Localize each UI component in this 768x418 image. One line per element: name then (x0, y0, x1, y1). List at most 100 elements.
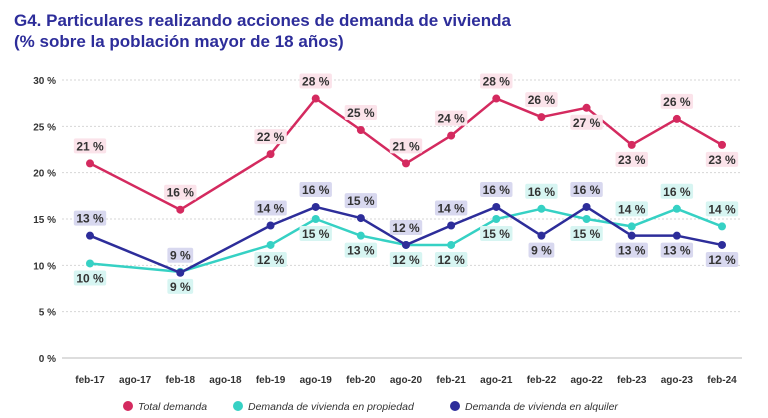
data-point-propiedad (266, 240, 275, 249)
data-label-text: 14 % (257, 201, 285, 215)
data-label-bg (254, 200, 287, 216)
data-point-alquiler (627, 231, 636, 240)
x-tick-label: feb-20 (346, 375, 376, 386)
legend-item-alquiler: Demanda de vivienda en alquiler (450, 401, 618, 413)
data-label-text: 27 % (573, 116, 601, 130)
data-label-total: 21 % (389, 138, 423, 154)
data-point-total (492, 94, 501, 103)
data-label-alquiler: 13 % (660, 242, 694, 258)
x-tick-label: feb-21 (436, 375, 466, 386)
data-label-total: 24 % (434, 110, 468, 126)
data-point-propiedad (627, 222, 636, 231)
data-label-total: 26 % (660, 93, 694, 109)
data-point-total (627, 140, 636, 149)
chart-title-block: G4. Particulares realizando acciones de … (14, 10, 511, 52)
data-label-propiedad: 15 % (570, 226, 603, 241)
data-label-text: 23 % (708, 153, 736, 167)
data-label-bg (705, 251, 739, 267)
data-label-text: 15 % (347, 194, 375, 208)
x-tick-label: feb-24 (707, 375, 737, 386)
legend-marker (123, 401, 133, 411)
data-label-bg (299, 226, 332, 241)
legend-marker (233, 401, 243, 411)
data-point-total (672, 114, 681, 123)
data-labels: 21 % 16 % 22 % 28 % 25 % 21 % 24 % 28 % 26 % 27 %… (73, 73, 739, 294)
data-label-text: 9 % (170, 249, 191, 263)
data-point-total (86, 159, 94, 168)
data-label-text: 16 % (302, 183, 330, 197)
data-label-total: 22 % (254, 129, 287, 145)
grid-lines (62, 79, 742, 359)
data-label-bg (615, 151, 648, 167)
data-label-text: 28 % (302, 75, 330, 89)
x-tick-label: ago-20 (390, 375, 423, 386)
data-label-bg (570, 226, 603, 241)
data-label-bg (525, 92, 558, 108)
data-label-text: 13 % (618, 244, 646, 258)
data-label-bg (299, 73, 332, 89)
data-point-propiedad (537, 204, 546, 213)
data-point-alquiler (492, 202, 501, 211)
y-tick-label: 30 % (33, 76, 56, 87)
data-point-propiedad (718, 222, 726, 231)
data-label-propiedad: 15 % (299, 226, 332, 241)
data-label-total: 27 % (570, 114, 603, 130)
data-point-propiedad (86, 259, 94, 268)
data-label-text: 12 % (392, 253, 420, 267)
data-label-bg (660, 93, 694, 109)
y-tick-label: 10 % (33, 261, 56, 272)
y-tick-label: 25 % (33, 122, 56, 133)
data-point-propiedad (582, 215, 591, 223)
data-label-bg (480, 181, 513, 197)
data-label-propiedad: 14 % (615, 201, 648, 217)
data-label-text: 28 % (483, 75, 511, 89)
data-label-text: 12 % (437, 253, 465, 267)
data-point-alquiler (311, 202, 320, 211)
data-label-bg (344, 193, 378, 209)
y-tick-label: 5 % (39, 308, 56, 319)
legend-item-total: Total demanda (123, 401, 207, 413)
data-label-total: 26 % (525, 92, 558, 108)
data-label-text: 13 % (76, 212, 104, 226)
data-label-text: 16 % (573, 183, 601, 197)
legend-label: Demanda de vivienda en propiedad (248, 401, 415, 413)
data-label-bg (254, 129, 287, 145)
y-tick-label: 0 % (39, 354, 56, 365)
data-label-bg (615, 242, 648, 258)
series-lines (86, 94, 726, 277)
data-label-total: 16 % (164, 184, 197, 200)
data-label-alquiler: 9 % (167, 247, 194, 263)
data-label-text: 14 % (618, 202, 646, 216)
data-label-text: 15 % (573, 227, 601, 241)
data-label-propiedad: 14 % (705, 201, 739, 217)
data-label-bg (705, 201, 739, 217)
data-point-propiedad (447, 240, 456, 249)
data-point-propiedad (672, 204, 681, 213)
data-label-text: 16 % (167, 186, 195, 200)
data-label-propiedad: 12 % (389, 251, 423, 267)
data-point-alquiler (402, 240, 410, 249)
data-label-text: 15 % (483, 227, 511, 241)
y-tick-label: 20 % (33, 169, 56, 180)
data-label-text: 14 % (708, 202, 736, 216)
data-label-alquiler: 13 % (73, 210, 107, 226)
data-label-bg (167, 278, 194, 294)
data-label-alquiler: 13 % (615, 242, 648, 258)
data-label-text: 16 % (528, 185, 556, 199)
y-tick-label: 15 % (33, 215, 56, 226)
x-tick-label: feb-17 (75, 375, 105, 386)
legend-item-propiedad: Demanda de vivienda en propiedad (233, 401, 415, 413)
data-label-bg (344, 242, 378, 258)
data-label-text: 24 % (437, 112, 465, 126)
data-label-bg (389, 219, 423, 235)
data-label-total: 23 % (705, 151, 739, 167)
x-tick-label: ago-22 (570, 375, 603, 386)
data-label-text: 12 % (708, 253, 736, 267)
data-label-propiedad: 16 % (660, 183, 694, 199)
data-point-total (311, 94, 320, 103)
data-label-bg (434, 251, 468, 267)
data-label-text: 12 % (257, 253, 285, 267)
data-label-alquiler: 12 % (705, 251, 739, 267)
data-point-alquiler (356, 214, 365, 223)
